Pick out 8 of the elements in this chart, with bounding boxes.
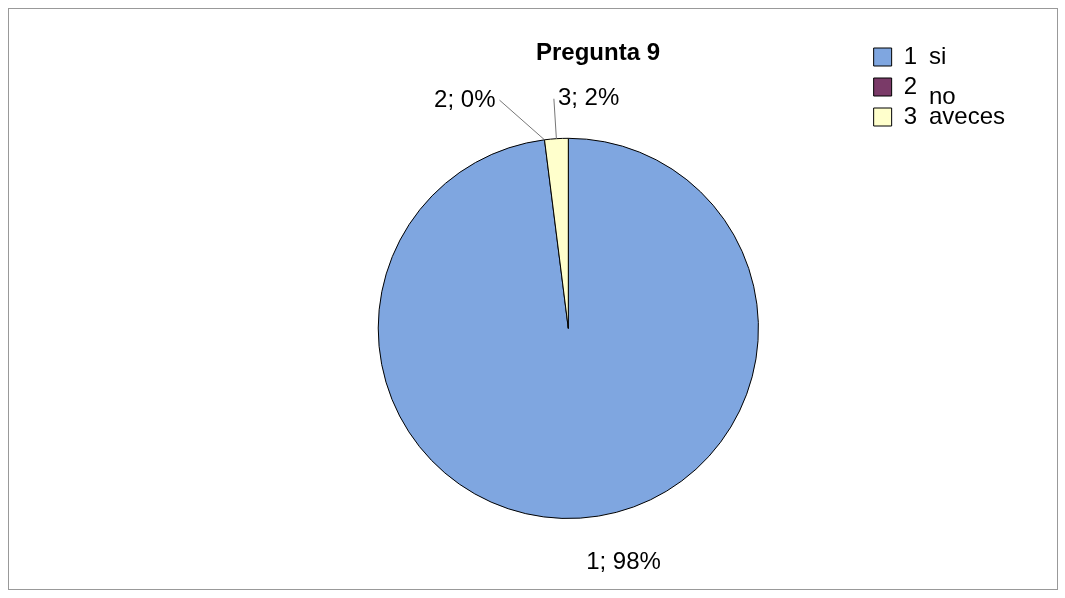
text: 2; 0% [434, 84, 496, 112]
legend-label: 1 [903, 41, 918, 69]
legend-label: 3 [903, 101, 918, 129]
text: si [929, 41, 947, 69]
data-label: 3; 2% [557, 83, 620, 111]
legend-label: 2 [903, 71, 918, 99]
data-label: 1; 98% [586, 546, 661, 574]
chart-title: Pregunta 9 [535, 38, 661, 66]
